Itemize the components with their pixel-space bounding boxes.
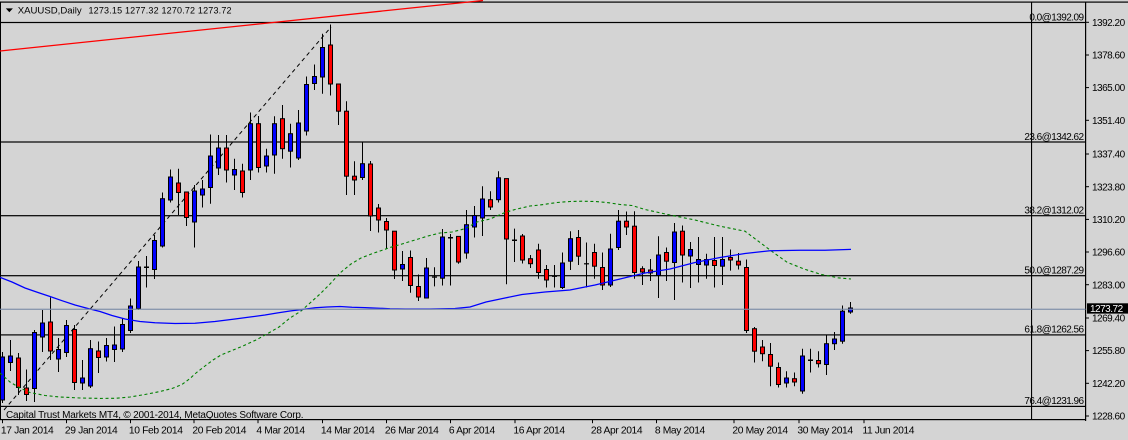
svg-text:20 Feb 2014: 20 Feb 2014	[192, 426, 246, 437]
svg-text:50.0@1287.29: 50.0@1287.29	[1024, 266, 1084, 277]
svg-text:1337.40: 1337.40	[1092, 150, 1126, 161]
svg-text:1242.20: 1242.20	[1092, 379, 1126, 390]
svg-text:26 Mar 2014: 26 Mar 2014	[385, 426, 439, 437]
svg-text:1392.20: 1392.20	[1092, 18, 1126, 29]
svg-text:29 Jan 2014: 29 Jan 2014	[65, 426, 118, 437]
svg-text:14 Mar 2014: 14 Mar 2014	[321, 426, 375, 437]
svg-text:28 Apr 2014: 28 Apr 2014	[591, 426, 643, 437]
svg-text:17 Jan 2014: 17 Jan 2014	[1, 426, 54, 437]
svg-text:1378.60: 1378.60	[1092, 51, 1126, 62]
svg-text:1365.00: 1365.00	[1092, 83, 1126, 94]
svg-text:11 Jun 2014: 11 Jun 2014	[862, 426, 914, 437]
svg-text:1296.60: 1296.60	[1092, 248, 1126, 259]
svg-text:61.8@1262.56: 61.8@1262.56	[1024, 325, 1084, 336]
svg-text:38.2@1312.02: 38.2@1312.02	[1024, 206, 1084, 217]
svg-text:16 Apr 2014: 16 Apr 2014	[513, 426, 565, 437]
svg-text:4 Mar 2014: 4 Mar 2014	[256, 426, 305, 437]
svg-text:1273.72: 1273.72	[1090, 304, 1124, 315]
svg-text:1310.20: 1310.20	[1092, 215, 1126, 226]
svg-text:1273.15 1277.32 1270.72 1273.7: 1273.15 1277.32 1270.72 1273.72	[89, 5, 232, 15]
svg-text:Capital Trust Markets MT4, © 2: Capital Trust Markets MT4, © 2001-2014, …	[6, 410, 303, 421]
svg-text:1351.40: 1351.40	[1092, 116, 1126, 127]
svg-text:23.6@1342.62: 23.6@1342.62	[1024, 132, 1084, 143]
svg-text:76.4@1231.96: 76.4@1231.96	[1024, 396, 1084, 407]
svg-text:10 Feb 2014: 10 Feb 2014	[129, 426, 183, 437]
svg-text:20 May 2014: 20 May 2014	[732, 426, 788, 437]
svg-text:30 May 2014: 30 May 2014	[797, 426, 853, 437]
svg-text:1323.80: 1323.80	[1092, 182, 1126, 193]
svg-text:1269.40: 1269.40	[1092, 314, 1126, 325]
svg-text:1228.60: 1228.60	[1092, 412, 1126, 423]
svg-text:1255.80: 1255.80	[1092, 346, 1126, 357]
svg-text:6 Apr 2014: 6 Apr 2014	[449, 426, 496, 437]
svg-text:1283.00: 1283.00	[1092, 280, 1126, 291]
svg-text:8 May 2014: 8 May 2014	[655, 426, 706, 437]
svg-text:XAUUSD,Daily: XAUUSD,Daily	[18, 5, 82, 16]
svg-text:0.0@1392.09: 0.0@1392.09	[1029, 12, 1084, 23]
